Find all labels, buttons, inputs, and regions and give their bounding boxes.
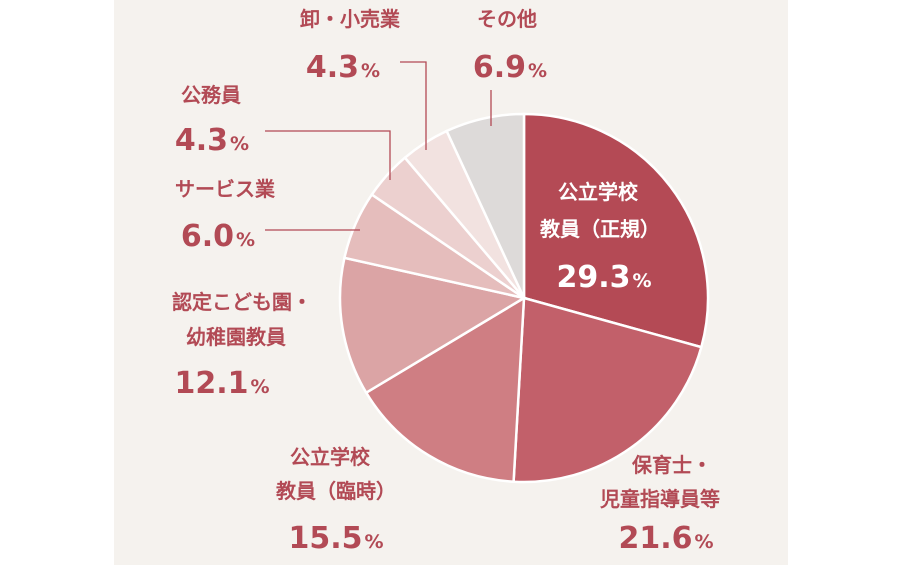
slice-value-7: 6.9% bbox=[473, 50, 547, 85]
slice-value-0: 29.3% bbox=[556, 260, 651, 295]
pie-slice-3 bbox=[338, 256, 528, 395]
slice-label-2-line-1: 教員（臨時） bbox=[276, 479, 396, 503]
slice-label-6-line-0: 卸・小売業 bbox=[300, 7, 401, 31]
slice-label-0-line-0: 公立学校 bbox=[558, 180, 639, 204]
slice-label-2-line-0: 公立学校 bbox=[290, 445, 371, 469]
leader-line-6 bbox=[400, 61, 427, 150]
slice-label-1-line-1: 児童指導員等 bbox=[599, 487, 720, 511]
slice-value-4: 6.0% bbox=[181, 219, 255, 254]
pie-slice-0 bbox=[522, 112, 710, 349]
slice-label-3-line-1: 幼稚園教員 bbox=[186, 325, 286, 349]
pie-slice-2 bbox=[364, 295, 526, 484]
leader-line-5 bbox=[265, 130, 391, 180]
pie-slice-1 bbox=[512, 296, 703, 484]
pie-slices bbox=[338, 112, 710, 484]
slice-label-4-line-0: サービス業 bbox=[175, 177, 276, 201]
slice-label-1-line-0: 保育士・ bbox=[631, 453, 712, 477]
slice-label-7-line-0: その他 bbox=[477, 7, 537, 31]
pie-slice-7 bbox=[445, 112, 526, 299]
slice-value-5: 4.3% bbox=[175, 123, 249, 158]
slice-label-5-line-0: 公務員 bbox=[181, 83, 241, 107]
slice-value-2: 15.5% bbox=[288, 521, 383, 556]
slice-value-1: 21.6% bbox=[618, 521, 713, 556]
slice-label-3-line-0: 認定こども園・ bbox=[172, 290, 312, 314]
slice-label-0-line-1: 教員（正規） bbox=[540, 217, 660, 241]
slice-value-6: 4.3% bbox=[306, 50, 380, 85]
slice-value-3: 12.1% bbox=[174, 366, 269, 401]
